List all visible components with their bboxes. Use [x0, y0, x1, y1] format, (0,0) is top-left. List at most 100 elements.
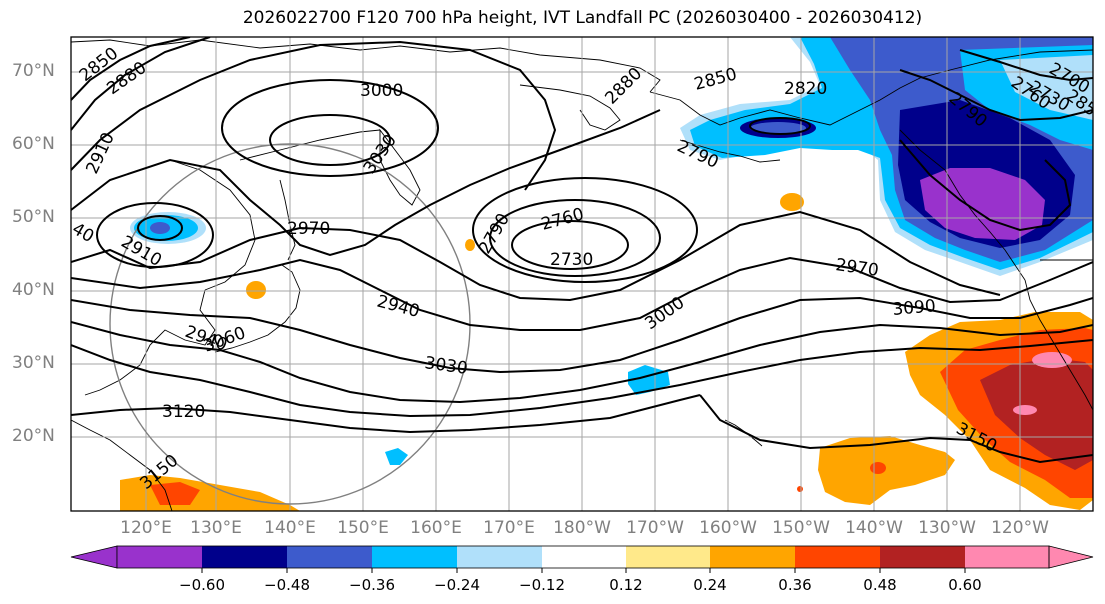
ivt-neg-60 — [920, 168, 1045, 240]
contour-okhotsk-low — [137, 215, 183, 241]
ivt-alaska-blob-outline — [750, 122, 806, 134]
contour-arctic-2790 — [899, 69, 1093, 122]
ivt-small-blue-blob — [385, 448, 408, 465]
longitude-label: 180°W — [553, 518, 611, 538]
contour-high-3000 — [221, 79, 439, 177]
longitude-label: 150°E — [337, 518, 389, 538]
ivt-shading — [120, 37, 1093, 511]
coastline-russia-coast — [169, 159, 256, 291]
colorbar-tick-label: 0.36 — [778, 576, 812, 594]
colorbar-segment — [880, 546, 965, 568]
contour-label: 3120 — [162, 402, 205, 422]
contour-3150-east — [699, 394, 1093, 464]
ivt-arctic-lightblue — [1000, 55, 1093, 120]
longitude-label: 130°E — [190, 518, 242, 538]
coastline-alaska — [649, 49, 1093, 126]
coastline-us-west — [1024, 279, 1093, 411]
colorbar-segment — [710, 546, 795, 568]
longitude-label: 150°W — [772, 518, 830, 538]
contour-3030 — [71, 296, 1093, 374]
contour-arctic-2760 — [959, 49, 1093, 82]
contour-2970 — [71, 210, 1001, 302]
contour-2940-loop — [71, 109, 661, 257]
coastline-se-asia — [71, 419, 173, 511]
graticule — [71, 37, 1093, 511]
ivt-pos-48 — [980, 358, 1093, 470]
longitude-label: 170°W — [626, 518, 684, 538]
ivt-small-orange-mid — [465, 239, 475, 251]
contour-low-center-2730 — [511, 220, 629, 270]
ivt-positive-region-south — [818, 436, 955, 505]
contour-3060 — [71, 321, 1093, 404]
colorbar-segment — [965, 546, 1049, 568]
contour-2880-west — [71, 37, 211, 131]
latitude-label: 70°N — [12, 61, 55, 81]
longitude-label: 120°E — [120, 518, 172, 538]
latitude-label: 60°N — [12, 134, 55, 154]
ivt-pos-60-a — [1032, 352, 1072, 368]
colorbar-tick-label: −0.12 — [519, 576, 565, 594]
colorbar-tick-label: −0.60 — [179, 576, 225, 594]
longitude-label: 160°E — [410, 518, 462, 538]
colorbar-tick-label: −0.48 — [264, 576, 310, 594]
colorbar-tick-label: 0.12 — [609, 576, 643, 594]
colorbar-tick-label: −0.36 — [349, 576, 395, 594]
contour-3090 — [71, 339, 1093, 418]
colorbar-segment — [202, 546, 287, 568]
colorbar-extend-min — [70, 545, 118, 569]
longitude-label: 160°W — [699, 518, 757, 538]
contour-3000 — [71, 256, 1093, 331]
contour-label: 3090 — [892, 296, 937, 320]
contour-east-low — [899, 139, 1072, 232]
coastline-chukotka — [519, 84, 621, 131]
longitude-label: 170°E — [483, 518, 535, 538]
colorbar-segment — [117, 546, 202, 568]
colorbar-segment — [287, 546, 372, 568]
coastlines — [71, 39, 1093, 511]
coastline-kamchatka — [379, 128, 421, 206]
longitude-label: 140°E — [264, 518, 316, 538]
ivt-okhotsk-dark — [150, 222, 170, 234]
map-frame-border — [70, 36, 1094, 512]
latitude-label: 20°N — [12, 426, 55, 446]
colorbar — [70, 545, 1094, 573]
latitude-label: 50°N — [12, 207, 55, 227]
contour-2910 — [71, 40, 557, 191]
colorbar-tick-label: 0.48 — [863, 576, 897, 594]
coastline-bc — [899, 129, 1026, 281]
colorbar-segment — [795, 546, 880, 568]
contour-low-2790 — [472, 177, 698, 283]
contour-label: 2970 — [287, 219, 330, 239]
colorbar-border — [116, 545, 1050, 569]
contour-low-2760 — [489, 199, 661, 277]
longitude-label: 130°W — [918, 518, 976, 538]
ivt-pos-sw-red — [150, 482, 200, 505]
longitude-label: 140°W — [845, 518, 903, 538]
contour-label: 2820 — [784, 79, 827, 99]
colorbar-ticks — [201, 568, 966, 573]
coastline-japan — [214, 264, 301, 353]
colorbar-tick-label: 0.60 — [948, 576, 982, 594]
ivt-small-orange-aleutian — [780, 193, 804, 211]
ivt-small-orange-dot — [797, 486, 803, 492]
colorbar-segment — [542, 546, 626, 568]
colorbar-segment — [372, 546, 457, 568]
latitude-label: 40°N — [12, 280, 55, 300]
colorbar-segment — [626, 546, 710, 568]
contour-3120 — [71, 394, 701, 434]
ivt-small-orange-japan — [246, 281, 266, 299]
coastline-okhotsk — [239, 129, 381, 161]
longitude-label: 120°W — [991, 518, 1049, 538]
colorbar-segment — [457, 546, 542, 568]
coastline-korea-china — [84, 289, 216, 396]
colorbar-tick-label: −0.24 — [434, 576, 480, 594]
coastline-siberia — [71, 39, 661, 93]
latitude-label: 30°N — [12, 353, 55, 373]
map-title: 2026022700 F120 700 hPa height, IVT Land… — [242, 8, 923, 28]
contour-label: 2730 — [550, 250, 593, 270]
colorbar-tick-label: 0.24 — [693, 576, 727, 594]
contour-alaska-2820 — [749, 117, 811, 135]
contour-label: 3000 — [360, 81, 403, 101]
height-contours — [71, 37, 1093, 464]
